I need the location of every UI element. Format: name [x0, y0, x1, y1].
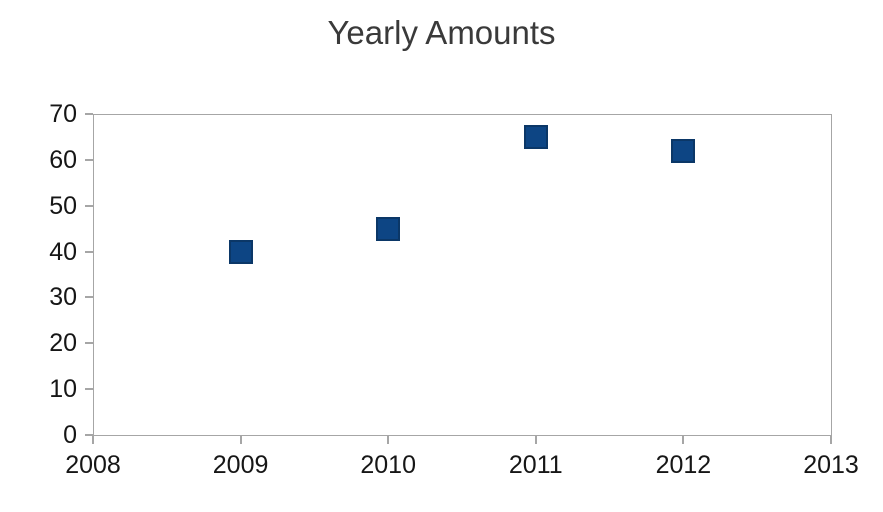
y-axis-tick [85, 434, 93, 436]
y-axis-tick [85, 296, 93, 299]
y-axis-tick-label: 20 [49, 329, 77, 358]
data-point [228, 239, 253, 264]
y-axis-tick [85, 204, 93, 207]
y-axis-tick [85, 250, 93, 253]
x-axis-tick-label: 2011 [508, 451, 563, 479]
x-axis-tick [534, 436, 537, 444]
chart-title: Yearly Amounts [327, 14, 556, 51]
y-axis-tick [85, 342, 93, 345]
y-axis-tick [85, 113, 93, 115]
y-axis-tick-label: 50 [49, 191, 77, 220]
y-axis-tick-label: 30 [49, 283, 77, 312]
data-point [671, 138, 696, 163]
y-axis-tick-label: 10 [49, 375, 77, 404]
x-axis-tick [92, 436, 94, 444]
y-axis-tick-label: 70 [49, 100, 77, 128]
x-axis-tick [387, 436, 390, 444]
data-point [376, 216, 401, 241]
x-axis-tick [239, 436, 242, 444]
x-axis-tick-label: 2012 [655, 451, 712, 479]
x-axis-tick [830, 436, 832, 444]
x-axis-tick-label: 2008 [65, 451, 121, 479]
y-axis-tick-label: 40 [49, 237, 77, 266]
y-axis-tick-label: 60 [49, 145, 77, 174]
x-axis-tick-label: 2010 [360, 451, 416, 479]
y-axis-tick [85, 388, 93, 391]
x-axis-tick [682, 436, 685, 444]
x-axis-tick-label: 2013 [803, 451, 859, 479]
x-axis-tick-label: 2009 [212, 451, 269, 479]
y-axis-tick [85, 158, 93, 161]
plot-area [93, 114, 832, 436]
data-point [523, 124, 548, 149]
y-axis-tick-label: 0 [63, 421, 77, 449]
